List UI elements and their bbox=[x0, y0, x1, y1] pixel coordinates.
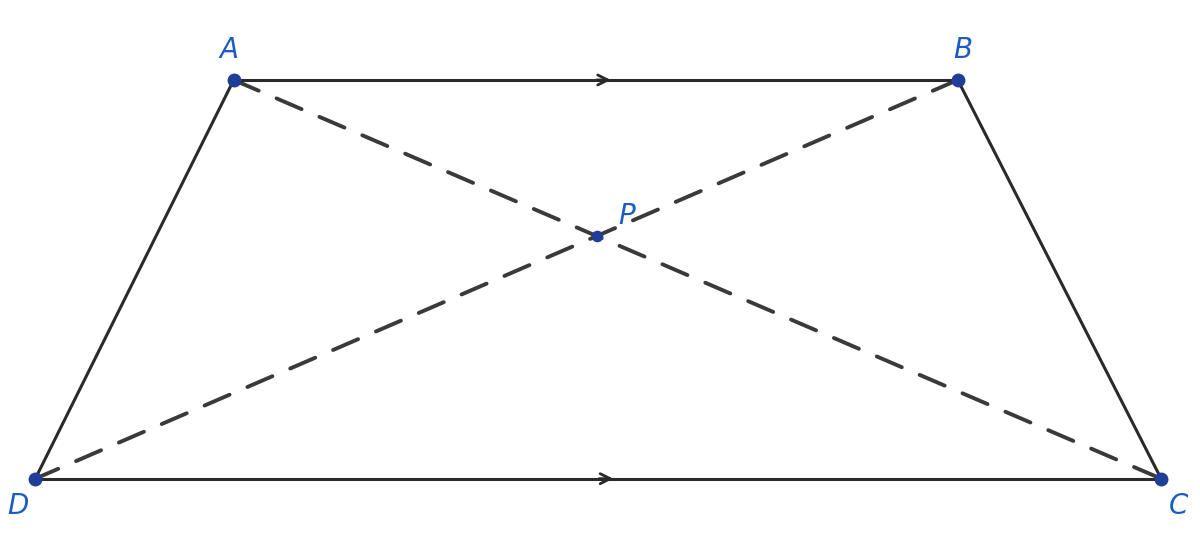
Point bbox=[25, 474, 44, 483]
Point bbox=[1152, 474, 1171, 483]
Text: B: B bbox=[953, 37, 972, 64]
Text: D: D bbox=[7, 492, 28, 520]
Point bbox=[224, 76, 244, 84]
Point bbox=[948, 76, 967, 84]
Text: C: C bbox=[1169, 492, 1189, 520]
Text: A: A bbox=[220, 37, 239, 64]
Text: P: P bbox=[618, 202, 635, 230]
Point bbox=[587, 232, 606, 241]
